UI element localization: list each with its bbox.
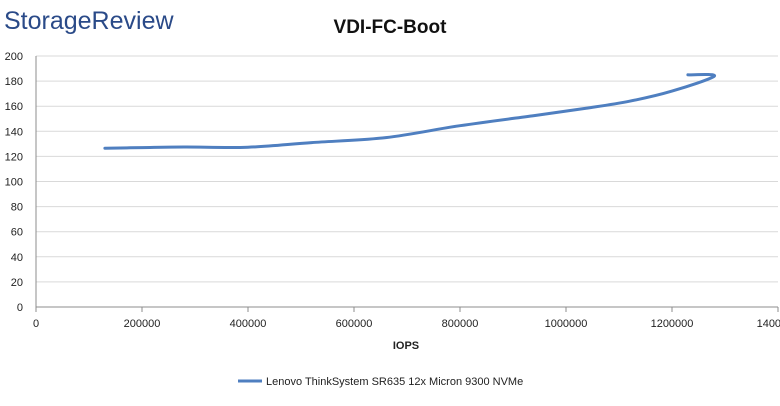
x-tick-label: 800000 <box>442 318 479 330</box>
y-tick-labels: 0 20 40 60 80 100 120 140 160 180 200 <box>5 51 23 314</box>
x-tick-label: 1200000 <box>651 318 694 330</box>
series-line <box>103 73 716 150</box>
x-axis-label: IOPS <box>393 340 419 352</box>
y-tick-label: 100 <box>5 177 23 189</box>
y-tick-label: 140 <box>5 126 23 138</box>
y-tick-label: 40 <box>11 252 23 264</box>
y-tick-label: 60 <box>11 227 23 239</box>
x-tick-label: 0 <box>33 318 39 330</box>
x-tick-label: 1000000 <box>545 318 588 330</box>
x-tick-labels: 0 200000 400000 600000 800000 1000000 1200000 1… <box>33 318 780 330</box>
y-tick-label: 80 <box>11 202 23 214</box>
gridlines <box>36 55 778 308</box>
brand-logo: StorageReview <box>4 7 174 35</box>
x-tick-label: 600000 <box>336 318 373 330</box>
y-tick-label: 160 <box>5 101 23 113</box>
x-tick-label: 200000 <box>124 318 161 330</box>
x-tick-label: 1400000 <box>757 318 780 330</box>
chart-title: VDI-FC-Boot <box>334 17 448 38</box>
y-tick-label: 200 <box>5 51 23 63</box>
y-tick-label: 180 <box>5 76 23 88</box>
y-tick-label: 20 <box>11 277 23 289</box>
legend-label: Lenovo ThinkSystem SR635 12x Micron 9300… <box>266 376 523 388</box>
axes <box>35 56 779 312</box>
legend: Lenovo ThinkSystem SR635 12x Micron 9300… <box>238 376 523 388</box>
y-tick-label: 120 <box>5 151 23 163</box>
x-tick-label: 400000 <box>230 318 267 330</box>
series-layer <box>103 73 716 150</box>
y-tick-label: 0 <box>17 302 23 314</box>
